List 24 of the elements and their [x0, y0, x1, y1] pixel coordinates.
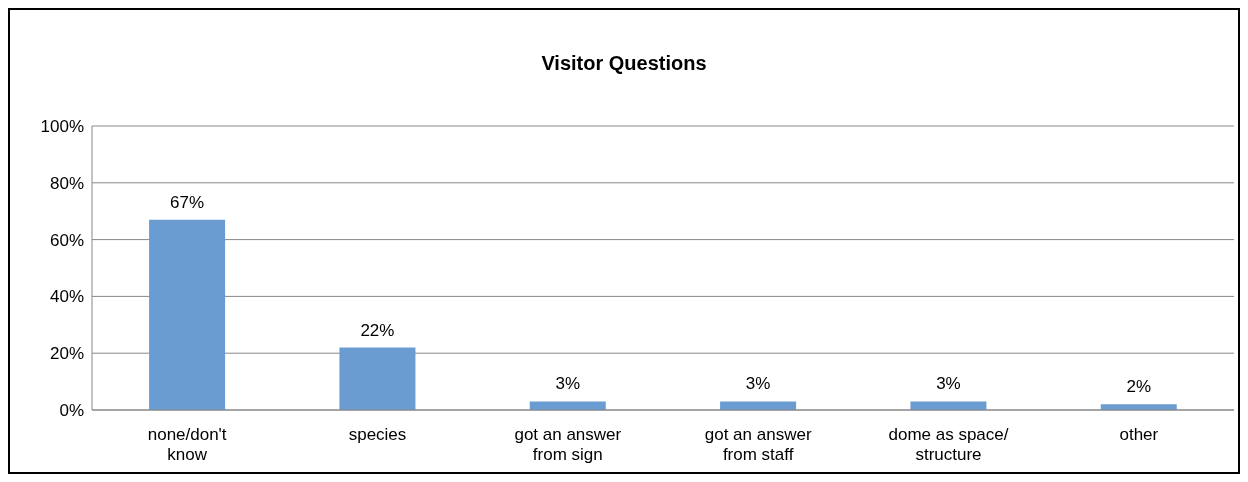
- data-label: 2%: [1126, 377, 1152, 397]
- y-tick-label: 20%: [49, 344, 84, 364]
- y-tick-label: 60%: [49, 230, 84, 250]
- data-label: 22%: [360, 320, 395, 340]
- data-label: 3%: [555, 374, 581, 394]
- bar: [149, 219, 226, 410]
- bar: [339, 347, 416, 410]
- x-tick-label: got an answer from sign: [514, 425, 622, 464]
- x-tick-label: species: [348, 425, 407, 444]
- y-tick-label: 100%: [40, 117, 84, 137]
- bar: [720, 401, 797, 410]
- x-tick-label: got an answer from staff: [704, 425, 812, 464]
- data-label: 3%: [745, 374, 771, 394]
- data-label: 67%: [170, 192, 205, 212]
- bar: [529, 401, 606, 410]
- x-tick-label: none/don't know: [147, 425, 227, 464]
- y-tick-label: 0%: [59, 401, 84, 421]
- bar: [910, 401, 987, 410]
- y-tick-label: 40%: [49, 287, 84, 307]
- data-label: 3%: [936, 374, 961, 394]
- x-tick-label: other: [1119, 425, 1159, 444]
- x-tick-label: dome as space/ structure: [888, 425, 1009, 464]
- chart-title: Visitor Questions: [540, 51, 708, 76]
- y-tick-label: 80%: [49, 173, 84, 193]
